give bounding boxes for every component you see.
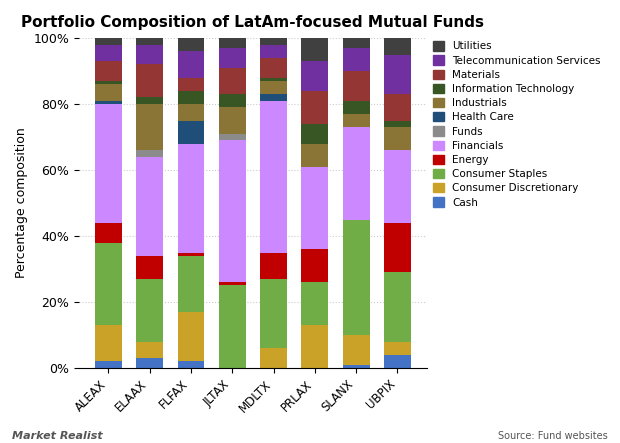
Bar: [301, 61, 329, 91]
Bar: [384, 342, 411, 355]
Bar: [384, 355, 411, 368]
Bar: [177, 312, 205, 361]
Bar: [136, 104, 163, 150]
Bar: [219, 48, 246, 68]
Bar: [384, 127, 411, 150]
Bar: [95, 38, 122, 45]
Bar: [136, 256, 163, 279]
Bar: [177, 120, 205, 144]
Bar: [343, 71, 370, 101]
Bar: [343, 114, 370, 127]
Bar: [219, 38, 246, 48]
Bar: [95, 223, 122, 243]
Bar: [219, 285, 246, 368]
Bar: [219, 68, 246, 94]
Bar: [219, 134, 246, 140]
Bar: [95, 361, 122, 368]
Bar: [177, 104, 205, 120]
Bar: [177, 78, 205, 91]
Bar: [260, 45, 287, 58]
Bar: [260, 58, 287, 78]
Bar: [260, 81, 287, 94]
Bar: [343, 127, 370, 220]
Bar: [384, 272, 411, 342]
Bar: [177, 144, 205, 253]
Bar: [343, 48, 370, 71]
Bar: [260, 38, 287, 45]
Bar: [219, 94, 246, 107]
Bar: [136, 279, 163, 342]
Bar: [136, 97, 163, 104]
Bar: [95, 243, 122, 325]
Bar: [384, 54, 411, 94]
Bar: [177, 361, 205, 368]
Bar: [136, 38, 163, 45]
Bar: [136, 157, 163, 256]
Bar: [301, 124, 329, 144]
Text: Market Realist: Market Realist: [12, 431, 103, 441]
Bar: [95, 104, 122, 223]
Bar: [384, 223, 411, 272]
Bar: [301, 144, 329, 167]
Bar: [177, 253, 205, 256]
Bar: [136, 65, 163, 97]
Bar: [301, 249, 329, 282]
Bar: [136, 150, 163, 157]
Legend: Utilities, Telecommunication Services, Materials, Information Technology, Indust: Utilities, Telecommunication Services, M…: [430, 38, 604, 211]
Bar: [95, 325, 122, 361]
Bar: [95, 81, 122, 84]
Bar: [95, 45, 122, 61]
Bar: [301, 282, 329, 325]
Bar: [301, 167, 329, 249]
Bar: [136, 342, 163, 358]
Bar: [343, 365, 370, 368]
Bar: [343, 38, 370, 48]
Bar: [177, 91, 205, 104]
Bar: [301, 38, 329, 61]
Bar: [384, 120, 411, 127]
Bar: [260, 78, 287, 81]
Bar: [136, 358, 163, 368]
Bar: [95, 84, 122, 101]
Bar: [177, 256, 205, 312]
Bar: [219, 140, 246, 282]
Bar: [219, 107, 246, 134]
Bar: [177, 51, 205, 78]
Bar: [260, 94, 287, 101]
Bar: [384, 94, 411, 120]
Bar: [95, 61, 122, 81]
Bar: [136, 45, 163, 65]
Bar: [301, 325, 329, 368]
Bar: [260, 101, 287, 253]
Bar: [343, 101, 370, 114]
Bar: [260, 279, 287, 348]
Bar: [260, 253, 287, 279]
Bar: [177, 38, 205, 51]
Bar: [260, 348, 287, 368]
Bar: [343, 335, 370, 365]
Y-axis label: Percentage composition: Percentage composition: [15, 128, 28, 278]
Bar: [219, 282, 246, 285]
Bar: [343, 220, 370, 335]
Bar: [384, 38, 411, 54]
Bar: [301, 91, 329, 124]
Title: Portfolio Composition of LatAm-focused Mutual Funds: Portfolio Composition of LatAm-focused M…: [22, 15, 484, 30]
Bar: [384, 150, 411, 223]
Bar: [95, 101, 122, 104]
Text: Source: Fund websites: Source: Fund websites: [498, 431, 608, 441]
